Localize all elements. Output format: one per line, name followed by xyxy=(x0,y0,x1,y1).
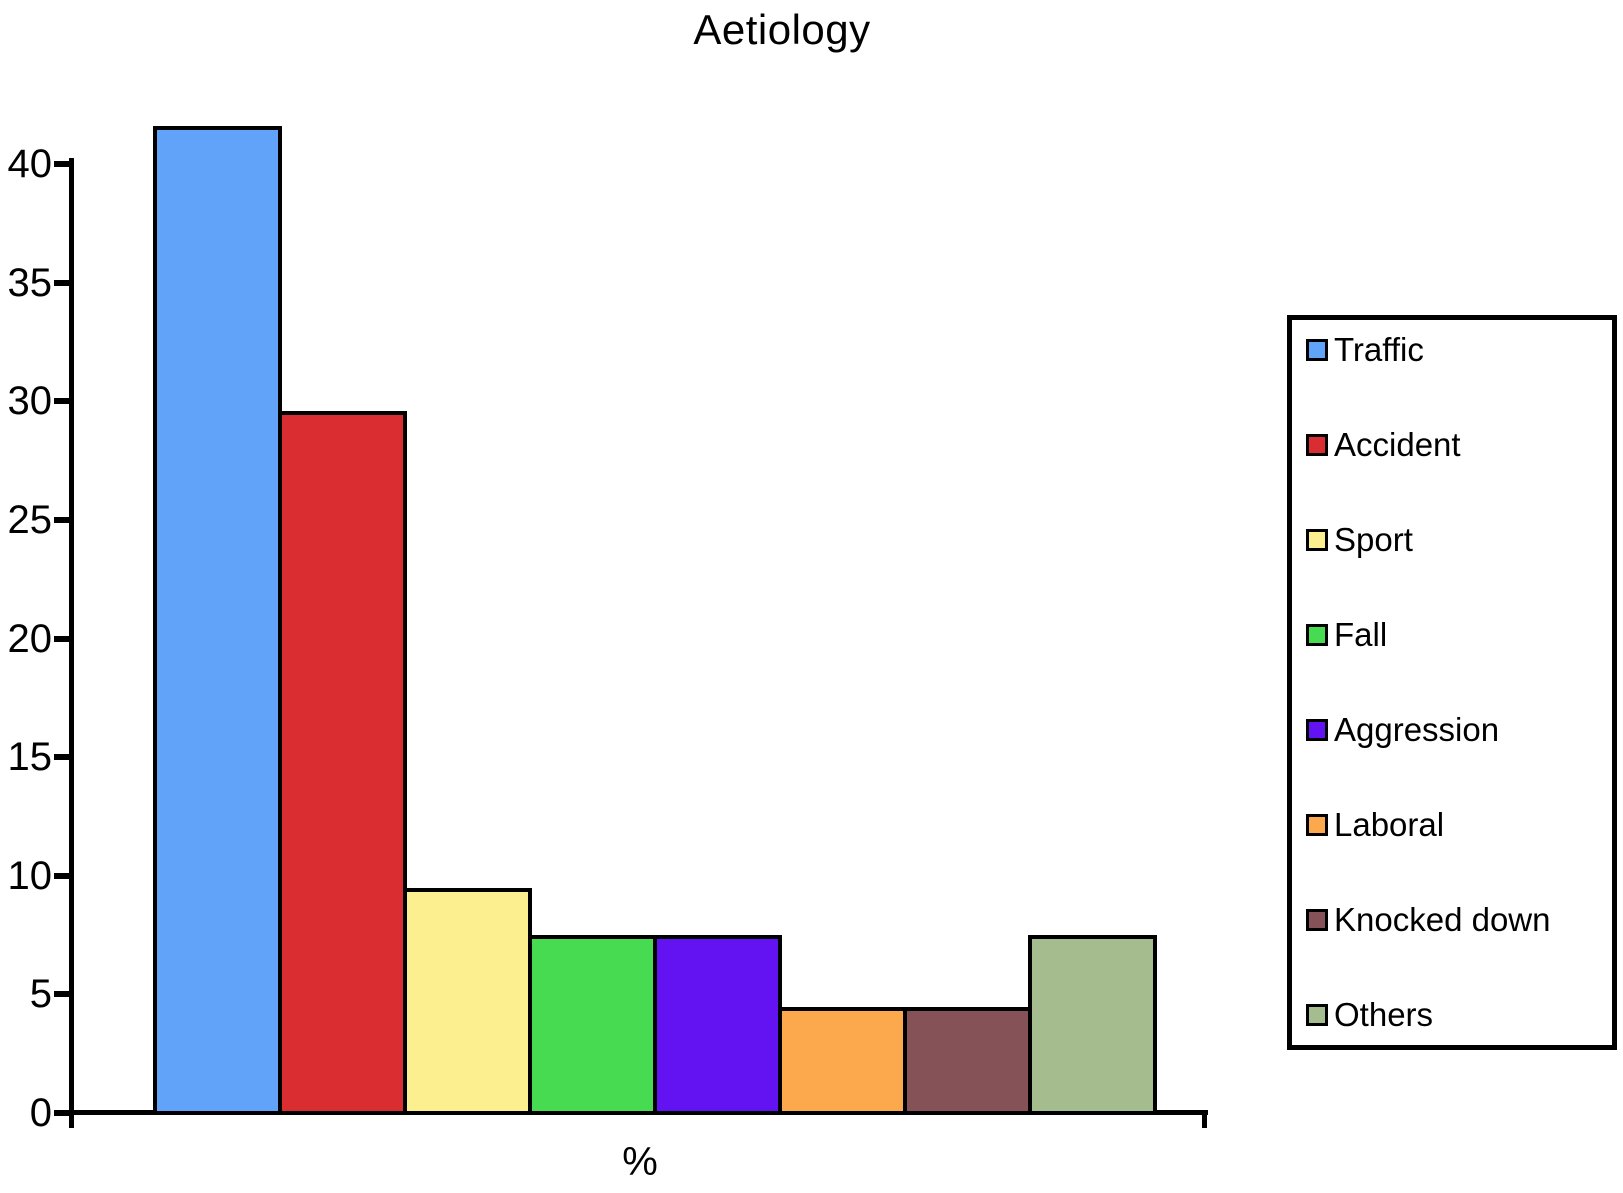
legend-swatch-icon xyxy=(1306,339,1328,361)
y-axis-tick xyxy=(54,1110,70,1116)
legend-item-fall: Fall xyxy=(1306,613,1608,657)
legend-item-sport: Sport xyxy=(1306,518,1608,562)
legend-swatch-icon xyxy=(1306,434,1328,456)
chart-title: Aetiology xyxy=(693,6,871,53)
legend-swatch-icon xyxy=(1306,1004,1328,1026)
y-axis-tick-label: 0 xyxy=(29,1091,52,1135)
legend-label: Traffic xyxy=(1334,331,1424,368)
bar-traffic xyxy=(153,126,282,1115)
legend-swatch-icon xyxy=(1306,814,1328,836)
y-axis-tick xyxy=(54,161,70,167)
bar-sport xyxy=(403,888,532,1115)
bar-knocked-down xyxy=(903,1007,1032,1115)
bar-aggression xyxy=(653,935,782,1115)
legend-label: Sport xyxy=(1334,521,1413,558)
legend-item-aggression: Aggression xyxy=(1306,708,1608,752)
y-axis-tick-label: 5 xyxy=(29,972,52,1017)
legend-item-others: Others xyxy=(1306,993,1608,1037)
legend-box: Traffic Accident Sport Fall Aggression Labora… xyxy=(1287,315,1617,1050)
legend-swatch-icon xyxy=(1306,624,1328,646)
legend-swatch-icon xyxy=(1306,719,1328,741)
y-axis-tick xyxy=(54,991,70,998)
x-axis-end-tick xyxy=(1202,1113,1207,1128)
legend-swatch-icon xyxy=(1306,909,1328,931)
y-axis-line xyxy=(69,158,74,1128)
legend-label: Others xyxy=(1334,996,1434,1033)
legend-item-accident: Accident xyxy=(1306,423,1608,467)
y-axis-tick-label: 20 xyxy=(7,616,53,661)
y-axis-tick xyxy=(54,872,70,879)
y-axis-tick xyxy=(54,398,70,405)
bar-others xyxy=(1028,935,1157,1115)
legend-item-traffic: Traffic xyxy=(1306,328,1608,372)
y-axis-tick-label: 25 xyxy=(7,497,53,542)
y-axis-tick-label: 35 xyxy=(7,260,53,305)
x-axis-label: % xyxy=(622,1140,658,1184)
y-axis-tick-label: 30 xyxy=(7,379,53,424)
bar-laboral xyxy=(778,1007,907,1115)
legend-label: Accident xyxy=(1334,426,1461,463)
y-axis-tick xyxy=(54,635,70,642)
y-axis-tick-label: 40 xyxy=(7,142,53,186)
y-axis-tick-label: 15 xyxy=(7,735,53,780)
y-axis-tick xyxy=(54,516,70,523)
legend-swatch-icon xyxy=(1306,529,1328,551)
legend-item-knocked-down: Knocked down xyxy=(1306,898,1608,942)
legend-item-laboral: Laboral xyxy=(1306,803,1608,847)
bar-fall xyxy=(528,935,657,1115)
bar-accident xyxy=(278,411,407,1115)
legend-label: Laboral xyxy=(1334,806,1445,843)
y-axis-tick xyxy=(54,754,70,761)
legend-label: Aggression xyxy=(1334,711,1500,748)
legend-label: Fall xyxy=(1334,616,1388,653)
legend-label: Knocked down xyxy=(1334,901,1551,938)
y-axis-tick xyxy=(54,279,70,286)
y-axis-tick-label: 10 xyxy=(7,853,53,898)
